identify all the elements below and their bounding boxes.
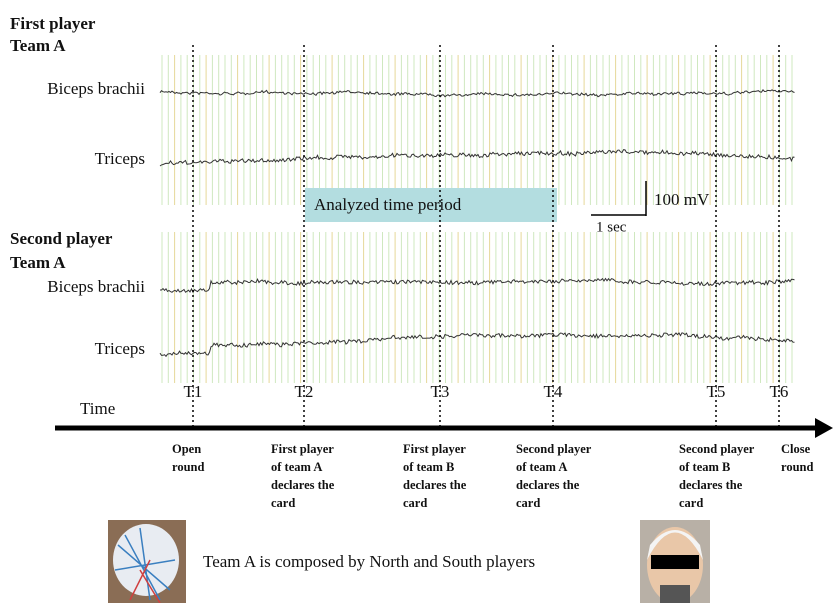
event-label: T2: [295, 382, 314, 401]
event-label: T4: [544, 382, 563, 401]
photo-left: [108, 520, 186, 603]
signal-label: Biceps brachii: [47, 277, 145, 296]
event-label: T6: [770, 382, 789, 401]
signal-label: Triceps: [95, 149, 145, 168]
caption: Team A is composed by North and South pl…: [203, 552, 535, 571]
event-description: Second player: [679, 442, 755, 456]
event-description: of team B: [679, 460, 730, 474]
event-description: declares the: [271, 478, 335, 492]
team-label: Team A: [10, 36, 66, 55]
time-arrowhead: [815, 418, 833, 438]
scale-vertical-label: 100 mV: [654, 190, 710, 209]
event-description: First player: [271, 442, 334, 456]
event-description: card: [516, 496, 540, 510]
recording-grid: [161, 55, 793, 383]
event-description: round: [781, 460, 813, 474]
event-description: declares the: [516, 478, 580, 492]
event-description: card: [271, 496, 295, 510]
emg-traces: [159, 88, 795, 358]
time-label: Time: [80, 399, 115, 418]
event-label: T1: [184, 382, 203, 401]
analyzed-period-box: [305, 188, 557, 222]
player-label: First player: [10, 14, 96, 33]
event-label: T5: [707, 382, 726, 401]
event-description: declares the: [679, 478, 743, 492]
event-description: declares the: [403, 478, 467, 492]
event-label: T3: [431, 382, 450, 401]
signal-label: Biceps brachii: [47, 79, 145, 98]
event-description: Open: [172, 442, 201, 456]
event-description: card: [403, 496, 427, 510]
event-description: of team A: [516, 460, 567, 474]
emg-trace: [159, 332, 795, 358]
signal-label: Triceps: [95, 339, 145, 358]
event-description: of team B: [403, 460, 454, 474]
emg-trace: [159, 149, 795, 167]
event-description: of team A: [271, 460, 322, 474]
event-description: Second player: [516, 442, 592, 456]
event-description: card: [679, 496, 703, 510]
scale-horizontal-label: 1 sec: [596, 219, 627, 235]
event-description: Close: [781, 442, 811, 456]
team-label: Team A: [10, 253, 66, 272]
player-label: Second player: [10, 229, 113, 248]
emg-trace: [159, 88, 795, 98]
photo-right: [640, 520, 710, 603]
emg-trace: [160, 277, 795, 294]
analyzed-period-label: Analyzed time period: [314, 195, 462, 214]
event-description: round: [172, 460, 204, 474]
event-description: First player: [403, 442, 466, 456]
